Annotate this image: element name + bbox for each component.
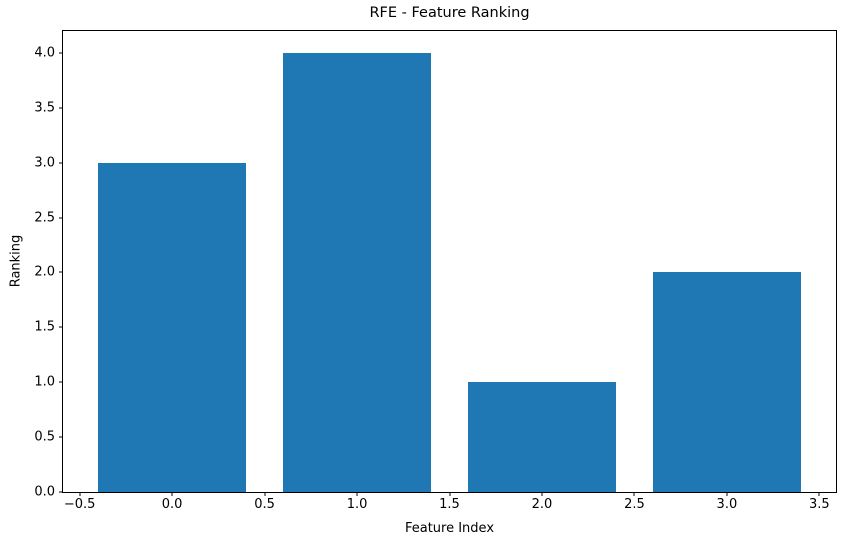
y-tick-label: 2.0 (34, 264, 55, 280)
x-tick-mark (356, 492, 358, 496)
bar (467, 382, 616, 492)
x-tick-label: 3.0 (716, 497, 738, 512)
x-tick-label: −0.5 (63, 497, 96, 512)
y-tick-label: 3.5 (34, 100, 55, 116)
y-tick-label: 3.0 (34, 155, 55, 171)
y-tick-mark (59, 491, 63, 493)
x-tick-mark (171, 492, 173, 496)
y-tick-label: 1.0 (34, 374, 55, 390)
bar (652, 272, 801, 492)
y-tick-mark (59, 162, 63, 164)
bar (98, 162, 247, 492)
y-tick-label: 0.0 (34, 484, 55, 500)
x-tick-label: 3.5 (809, 497, 830, 512)
x-tick-label: 1.0 (346, 497, 368, 512)
y-tick-mark (59, 381, 63, 383)
x-tick-label: 1.5 (439, 497, 460, 512)
x-tick-label: 0.5 (254, 497, 275, 512)
y-tick-mark (59, 271, 63, 273)
y-tick-mark (59, 326, 63, 328)
y-tick-mark (59, 52, 63, 54)
x-tick-mark (633, 492, 635, 496)
x-tick-mark (79, 492, 81, 496)
y-tick-label: 0.5 (34, 429, 55, 445)
y-tick-mark (59, 436, 63, 438)
y-tick-label: 1.5 (34, 319, 55, 335)
x-tick-mark (264, 492, 266, 496)
chart-title: RFE - Feature Ranking (369, 5, 530, 21)
y-tick-mark (59, 107, 63, 109)
bar (283, 52, 431, 492)
y-axis-label: Ranking (8, 234, 24, 288)
x-tick-mark (726, 492, 728, 496)
x-axis-label: Feature Index (404, 521, 495, 536)
x-tick-label: 0.0 (161, 497, 183, 512)
plot-area: −0.5 0.0 0.5 1.0 1.5 2.0 2.5 3.0 3.5 0.0 0.5 1.0 1.5… (34, 30, 837, 511)
y-tick-label: 2.5 (34, 210, 55, 226)
x-tick-label: 2.5 (624, 497, 645, 512)
y-tick-mark (59, 217, 63, 219)
x-tick-mark (818, 492, 820, 496)
x-tick-mark (541, 492, 543, 496)
x-tick-mark (449, 492, 450, 496)
y-tick-label: 4.0 (34, 45, 55, 61)
x-tick-label: 2.0 (531, 497, 553, 512)
